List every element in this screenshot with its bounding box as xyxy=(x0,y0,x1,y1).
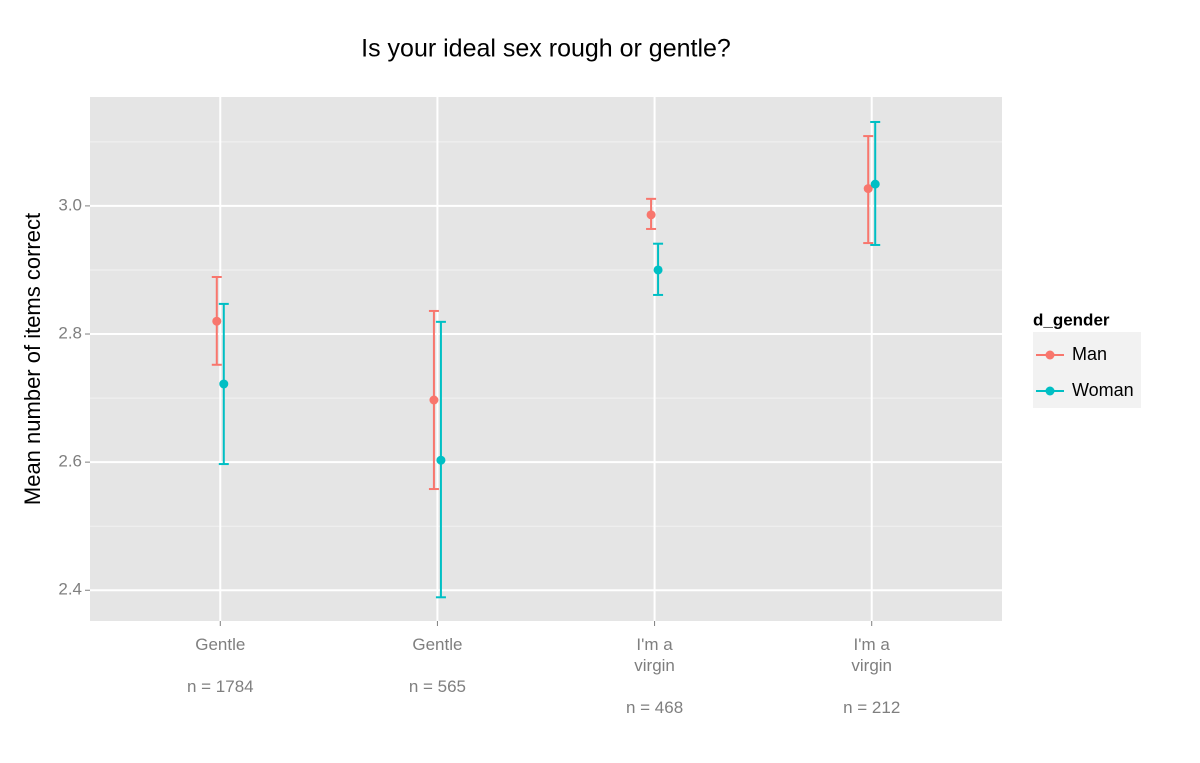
point xyxy=(212,316,222,326)
legend-title: d_gender xyxy=(1033,310,1110,329)
point xyxy=(646,210,656,220)
y-axis-label: Mean number of items correct xyxy=(20,213,45,505)
legend-key-point xyxy=(1045,386,1055,396)
y-tick-label: 2.6 xyxy=(58,452,82,471)
chart-title: Is your ideal sex rough or gentle? xyxy=(361,35,731,63)
legend-label: Woman xyxy=(1072,380,1134,400)
x-tick-label: Gentle n = 1784 xyxy=(186,635,254,696)
y-tick-label: 2.4 xyxy=(58,580,82,599)
point xyxy=(429,395,439,405)
y-tick-label: 3.0 xyxy=(58,195,82,214)
x-tick-label: I'm a virgin n = 468 xyxy=(625,635,684,717)
point xyxy=(653,265,663,275)
legend-key-point xyxy=(1045,350,1055,360)
point xyxy=(436,455,446,465)
legend-label: Man xyxy=(1072,344,1107,364)
x-tick-label: Gentle n = 565 xyxy=(408,635,467,696)
y-tick-label: 2.8 xyxy=(58,324,82,343)
point xyxy=(863,184,873,194)
point xyxy=(870,179,880,189)
plot-panel xyxy=(90,97,1002,621)
x-tick-label: I'm a virgin n = 212 xyxy=(843,635,901,717)
point xyxy=(219,379,229,389)
